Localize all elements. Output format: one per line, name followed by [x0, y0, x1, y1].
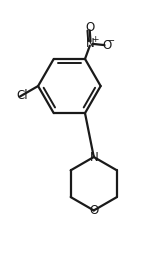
- Text: −: −: [107, 36, 115, 46]
- Text: N: N: [89, 150, 98, 164]
- Text: O: O: [89, 204, 98, 217]
- Text: Cl: Cl: [16, 89, 28, 102]
- Text: O: O: [103, 39, 112, 52]
- Text: N: N: [86, 37, 95, 50]
- Text: O: O: [85, 21, 94, 34]
- Text: +: +: [91, 35, 98, 44]
